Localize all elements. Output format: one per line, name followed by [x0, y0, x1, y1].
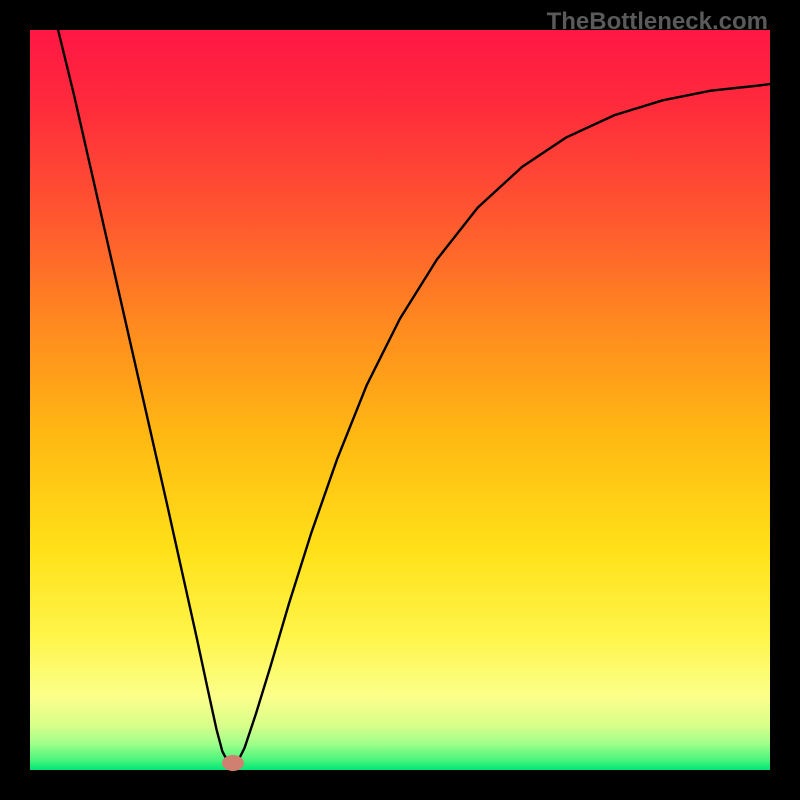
bottleneck-curve	[58, 30, 770, 766]
chart-frame: TheBottleneck.com	[0, 0, 800, 800]
watermark-text: TheBottleneck.com	[547, 8, 768, 36]
plot-area	[30, 30, 770, 770]
optimal-point-marker	[222, 755, 244, 771]
chart-svg	[30, 30, 770, 770]
